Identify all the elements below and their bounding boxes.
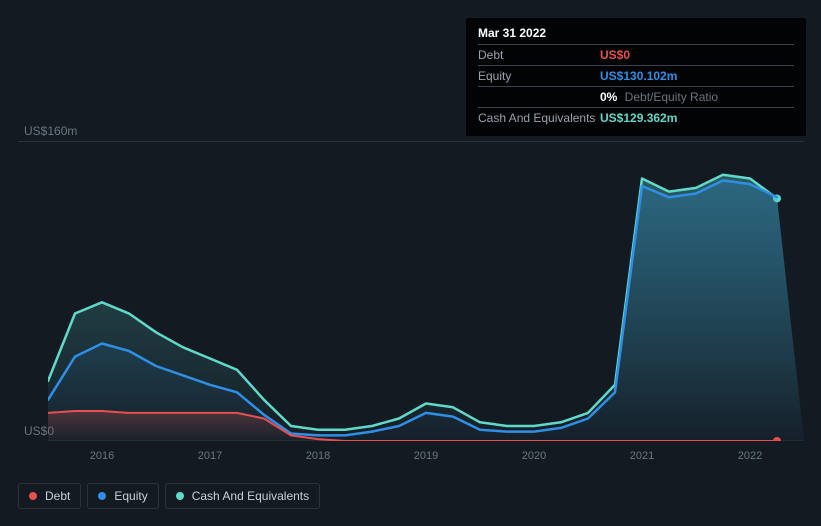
legend-label: Cash And Equivalents xyxy=(192,489,309,503)
tooltip-row: Cash And EquivalentsUS$129.362m xyxy=(478,107,794,128)
tooltip-row-value: US$130.102m xyxy=(600,69,677,83)
x-axis-tick-label: 2019 xyxy=(414,450,438,462)
tooltip-row-label: Debt xyxy=(478,48,600,62)
legend-dot-icon xyxy=(29,492,37,500)
y-axis-max-label: US$160m xyxy=(24,124,77,138)
legend-dot-icon xyxy=(98,492,106,500)
tooltip-row: DebtUS$0 xyxy=(478,44,794,65)
legend-item[interactable]: Debt xyxy=(18,483,81,509)
tooltip-row-extra: Debt/Equity Ratio xyxy=(621,90,718,104)
legend-dot-icon xyxy=(176,492,184,500)
x-axis-tick-label: 2016 xyxy=(90,450,114,462)
tooltip-row-value: US$129.362m xyxy=(600,111,677,125)
x-axis-tick-label: 2021 xyxy=(630,450,654,462)
tooltip-row: EquityUS$130.102m xyxy=(478,65,794,86)
legend-label: Equity xyxy=(114,489,147,503)
area-chart xyxy=(48,141,804,441)
x-axis-tick-label: 2022 xyxy=(738,450,762,462)
tooltip-row-label xyxy=(478,90,600,104)
tooltip-row-value: US$0 xyxy=(600,48,630,62)
legend-label: Debt xyxy=(45,489,70,503)
tooltip-row-label: Cash And Equivalents xyxy=(478,111,600,125)
tooltip-date: Mar 31 2022 xyxy=(478,26,794,44)
legend-item[interactable]: Cash And Equivalents xyxy=(165,483,320,509)
legend-item[interactable]: Equity xyxy=(87,483,158,509)
x-axis-tick-label: 2020 xyxy=(522,450,546,462)
tooltip-row-label: Equity xyxy=(478,69,600,83)
x-axis-tick-label: 2018 xyxy=(306,450,330,462)
x-axis-tick-label: 2017 xyxy=(198,450,222,462)
tooltip-panel: Mar 31 2022 DebtUS$0EquityUS$130.102m0% … xyxy=(466,18,806,136)
tooltip-row: 0% Debt/Equity Ratio xyxy=(478,86,794,107)
legend: Debt Equity Cash And Equivalents xyxy=(18,483,320,509)
tooltip-row-value: 0% Debt/Equity Ratio xyxy=(600,90,718,104)
